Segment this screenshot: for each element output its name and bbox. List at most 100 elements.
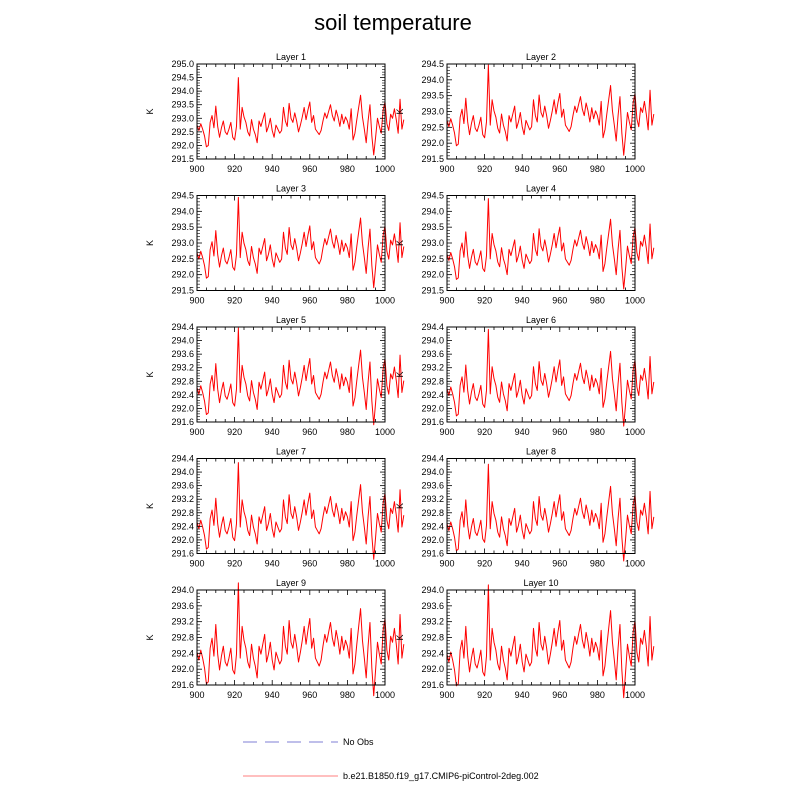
x-tick-label-layer-2: 940 xyxy=(515,164,530,174)
chart-panel-layer-7: Layer 7 900 920 940 960 980 1000 291.6 292.0 292.… xyxy=(145,447,405,569)
series-line-layer-4 xyxy=(446,198,655,290)
y-tick-label-layer-5: 293.2 xyxy=(171,363,194,373)
series-line-layer-10 xyxy=(446,584,655,699)
y-tick-label-layer-3: 292.0 xyxy=(171,270,194,280)
y-tick-label-layer-4: 291.5 xyxy=(421,286,444,296)
x-tick-label-layer-4: 900 xyxy=(439,296,454,306)
panel-title-layer-2: Layer 2 xyxy=(526,52,556,62)
x-tick-label-layer-7: 920 xyxy=(227,559,242,569)
y-tick-label-layer-1: 294.5 xyxy=(171,73,194,83)
y-tick-label-layer-7: 294.0 xyxy=(171,467,194,477)
x-tick-label-layer-2: 1000 xyxy=(625,164,645,174)
legend-label-model: b.e21.B1850.f19_g17.CMIP6-piControl-2deg… xyxy=(343,771,539,781)
y-tick-label-layer-5: 292.4 xyxy=(171,390,194,400)
x-tick-label-layer-1: 980 xyxy=(340,164,355,174)
x-tick-label-layer-5: 920 xyxy=(227,427,242,437)
y-tick-label-layer-4: 294.5 xyxy=(421,191,444,201)
y-tick-label-layer-1: 293.5 xyxy=(171,100,194,110)
x-tick-label-layer-9: 980 xyxy=(340,690,355,700)
x-tick-label-layer-5: 900 xyxy=(189,427,204,437)
y-tick-label-layer-2: 294.5 xyxy=(421,59,444,69)
y-tick-label-layer-4: 292.5 xyxy=(421,254,444,264)
y-tick-label-layer-10: 292.4 xyxy=(421,648,444,658)
y-tick-label-layer-4: 293.5 xyxy=(421,222,444,232)
chart-panel-layer-10: Layer 10 900 920 940 960 980 1000 291.6 292.0 292… xyxy=(395,578,655,700)
y-tick-label-layer-2: 292.5 xyxy=(421,122,444,132)
y-tick-label-layer-7: 292.4 xyxy=(171,521,194,531)
panels-group: Layer 1 900 920 940 960 980 1000 291.5 292.0 292.… xyxy=(145,52,655,700)
y-axis-label-layer-1: K xyxy=(145,108,155,114)
x-tick-label-layer-4: 940 xyxy=(515,296,530,306)
y-tick-label-layer-8: 292.0 xyxy=(421,535,444,545)
x-tick-label-layer-2: 980 xyxy=(590,164,605,174)
y-tick-label-layer-2: 291.5 xyxy=(421,154,444,164)
y-tick-label-layer-3: 293.0 xyxy=(171,238,194,248)
y-tick-label-layer-5: 291.6 xyxy=(171,417,194,427)
x-tick-label-layer-6: 960 xyxy=(552,427,567,437)
y-tick-label-layer-6: 293.6 xyxy=(421,349,444,359)
y-tick-label-layer-10: 294.0 xyxy=(421,585,444,595)
x-tick-label-layer-8: 920 xyxy=(477,559,492,569)
x-tick-label-layer-3: 1000 xyxy=(375,296,395,306)
panel-title-layer-10: Layer 10 xyxy=(523,578,558,588)
chart-panel-layer-2: Layer 2 900 920 940 960 980 1000 291.5 292.0 292.… xyxy=(395,52,655,174)
y-tick-label-layer-2: 294.0 xyxy=(421,75,444,85)
series-line-layer-8 xyxy=(446,463,655,562)
x-tick-label-layer-4: 1000 xyxy=(625,296,645,306)
series-line-layer-1 xyxy=(196,77,405,156)
y-tick-label-layer-6: 294.0 xyxy=(421,336,444,346)
y-tick-label-layer-10: 292.8 xyxy=(421,633,444,643)
y-tick-label-layer-1: 292.5 xyxy=(171,127,194,137)
x-tick-label-layer-8: 900 xyxy=(439,559,454,569)
y-tick-label-layer-1: 292.0 xyxy=(171,140,194,150)
x-tick-label-layer-3: 900 xyxy=(189,296,204,306)
y-tick-label-layer-3: 294.0 xyxy=(171,206,194,216)
y-tick-label-layer-3: 292.5 xyxy=(171,254,194,264)
chart-panel-layer-5: Layer 5 900 920 940 960 980 1000 291.6 292.0 292.… xyxy=(145,315,405,437)
x-tick-label-layer-9: 920 xyxy=(227,690,242,700)
chart-panel-layer-3: Layer 3 900 920 940 960 980 1000 291.5 292.0 292.… xyxy=(145,184,405,306)
y-tick-label-layer-6: 291.6 xyxy=(421,417,444,427)
y-tick-label-layer-9: 291.6 xyxy=(171,680,194,690)
series-line-layer-2 xyxy=(446,64,655,156)
x-tick-label-layer-6: 920 xyxy=(477,427,492,437)
y-tick-label-layer-9: 292.4 xyxy=(171,648,194,658)
y-axis-label-layer-2: K xyxy=(395,108,405,114)
x-tick-label-layer-2: 920 xyxy=(477,164,492,174)
y-tick-label-layer-2: 292.0 xyxy=(421,138,444,148)
y-tick-label-layer-4: 293.0 xyxy=(421,238,444,248)
y-tick-label-layer-9: 293.6 xyxy=(171,601,194,611)
y-tick-label-layer-1: 295.0 xyxy=(171,59,194,69)
x-tick-label-layer-1: 940 xyxy=(265,164,280,174)
y-tick-label-layer-10: 293.2 xyxy=(421,617,444,627)
y-tick-label-layer-7: 294.4 xyxy=(171,454,194,464)
y-tick-label-layer-1: 291.5 xyxy=(171,154,194,164)
series-line-layer-6 xyxy=(446,328,655,427)
plot-frame-layer-6 xyxy=(446,326,636,423)
y-tick-label-layer-4: 292.0 xyxy=(421,270,444,280)
y-axis-label-layer-8: K xyxy=(395,503,405,509)
x-tick-label-layer-9: 900 xyxy=(189,690,204,700)
y-tick-label-layer-8: 294.4 xyxy=(421,454,444,464)
y-tick-label-layer-5: 293.6 xyxy=(171,349,194,359)
x-tick-label-layer-1: 960 xyxy=(302,164,317,174)
y-tick-label-layer-8: 294.0 xyxy=(421,467,444,477)
panel-title-layer-4: Layer 4 xyxy=(526,184,556,194)
y-tick-label-layer-6: 293.2 xyxy=(421,363,444,373)
x-tick-label-layer-1: 920 xyxy=(227,164,242,174)
y-tick-label-layer-5: 292.0 xyxy=(171,403,194,413)
y-tick-label-layer-9: 292.0 xyxy=(171,664,194,674)
x-tick-label-layer-7: 980 xyxy=(340,559,355,569)
figure-title: soil temperature xyxy=(314,10,472,35)
legend: No Obs b.e21.B1850.f19_g17.CMIP6-piContr… xyxy=(243,737,539,781)
x-tick-label-layer-8: 940 xyxy=(515,559,530,569)
chart-panel-layer-9: Layer 9 900 920 940 960 980 1000 291.6 292.0 292.… xyxy=(145,578,405,700)
panel-title-layer-6: Layer 6 xyxy=(526,315,556,325)
y-tick-label-layer-10: 292.0 xyxy=(421,664,444,674)
x-tick-label-layer-2: 960 xyxy=(552,164,567,174)
y-tick-label-layer-8: 293.2 xyxy=(421,494,444,504)
x-tick-label-layer-1: 1000 xyxy=(375,164,395,174)
panel-title-layer-8: Layer 8 xyxy=(526,447,556,457)
x-tick-label-layer-3: 920 xyxy=(227,296,242,306)
plot-frame-layer-10 xyxy=(446,589,636,686)
